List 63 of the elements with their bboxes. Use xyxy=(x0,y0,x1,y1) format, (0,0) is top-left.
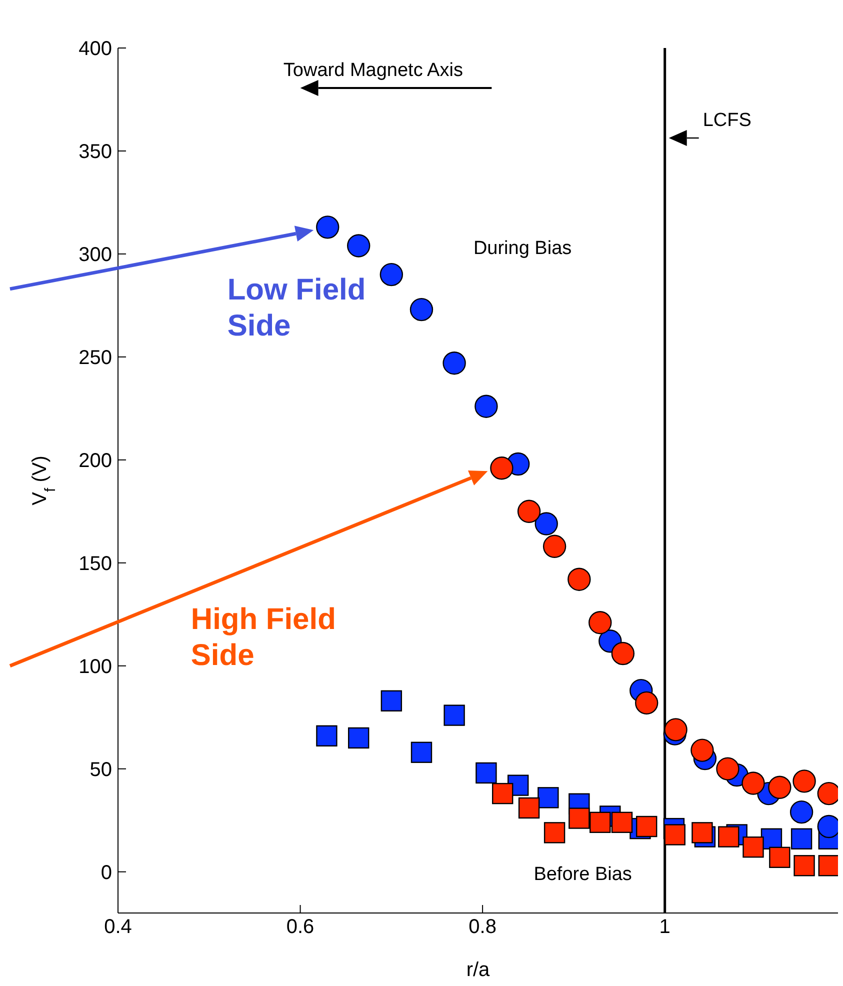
point xyxy=(347,234,370,258)
point xyxy=(380,262,404,286)
x-tick-label: 1 xyxy=(659,916,670,938)
annotation: Low Field Side xyxy=(227,273,366,342)
point xyxy=(544,822,566,844)
point xyxy=(664,718,688,742)
point xyxy=(635,691,658,715)
point xyxy=(794,855,815,876)
point xyxy=(316,216,340,239)
point xyxy=(636,816,658,838)
point xyxy=(410,298,434,322)
y-tick-label: 250 xyxy=(78,347,112,370)
point xyxy=(790,800,814,824)
point xyxy=(716,757,740,780)
point xyxy=(492,782,514,804)
point xyxy=(444,704,465,726)
y-tick-label: 350 xyxy=(78,141,112,164)
annotation: High Field Side xyxy=(190,602,336,672)
x-tick-label: 0.4 xyxy=(104,916,132,938)
y-tick-label: 400 xyxy=(78,38,112,60)
point xyxy=(768,776,792,799)
point xyxy=(568,808,590,829)
point xyxy=(792,770,816,793)
point xyxy=(518,797,540,819)
point xyxy=(690,738,714,762)
ref-line-label: LCFS xyxy=(702,110,752,131)
y-tick-label: 0 xyxy=(100,862,112,884)
y-tick-label: 100 xyxy=(78,656,112,678)
point xyxy=(742,772,765,795)
annotation: Before Bias xyxy=(534,864,632,886)
point xyxy=(474,394,498,418)
point xyxy=(769,846,790,868)
point xyxy=(718,826,740,848)
point xyxy=(517,500,541,523)
point xyxy=(742,836,764,858)
point xyxy=(588,611,612,634)
y-tick-label: 200 xyxy=(78,450,112,472)
point xyxy=(442,352,466,375)
point xyxy=(590,812,611,833)
point xyxy=(410,742,432,763)
y-tick-label: 50 xyxy=(90,758,112,781)
y-tick-label: 300 xyxy=(78,244,112,266)
point xyxy=(692,822,713,844)
x-axis-title: r/a xyxy=(466,959,491,981)
y-tick-label: 150 xyxy=(78,552,112,575)
point xyxy=(348,727,370,749)
annotation: During Bias xyxy=(473,238,572,259)
point xyxy=(538,787,559,808)
point xyxy=(611,642,635,666)
x-tick-label: 0.8 xyxy=(468,916,496,938)
point xyxy=(316,725,338,746)
point xyxy=(611,812,633,833)
x-tick-label: 0.6 xyxy=(286,916,314,938)
point xyxy=(568,568,591,591)
point xyxy=(490,456,514,480)
point xyxy=(790,828,812,850)
point xyxy=(534,512,558,536)
point xyxy=(664,824,686,846)
point xyxy=(542,534,566,558)
point xyxy=(476,762,497,784)
point xyxy=(818,855,838,876)
point xyxy=(380,690,402,712)
annotation: Toward Magnetc Axis xyxy=(283,60,463,81)
